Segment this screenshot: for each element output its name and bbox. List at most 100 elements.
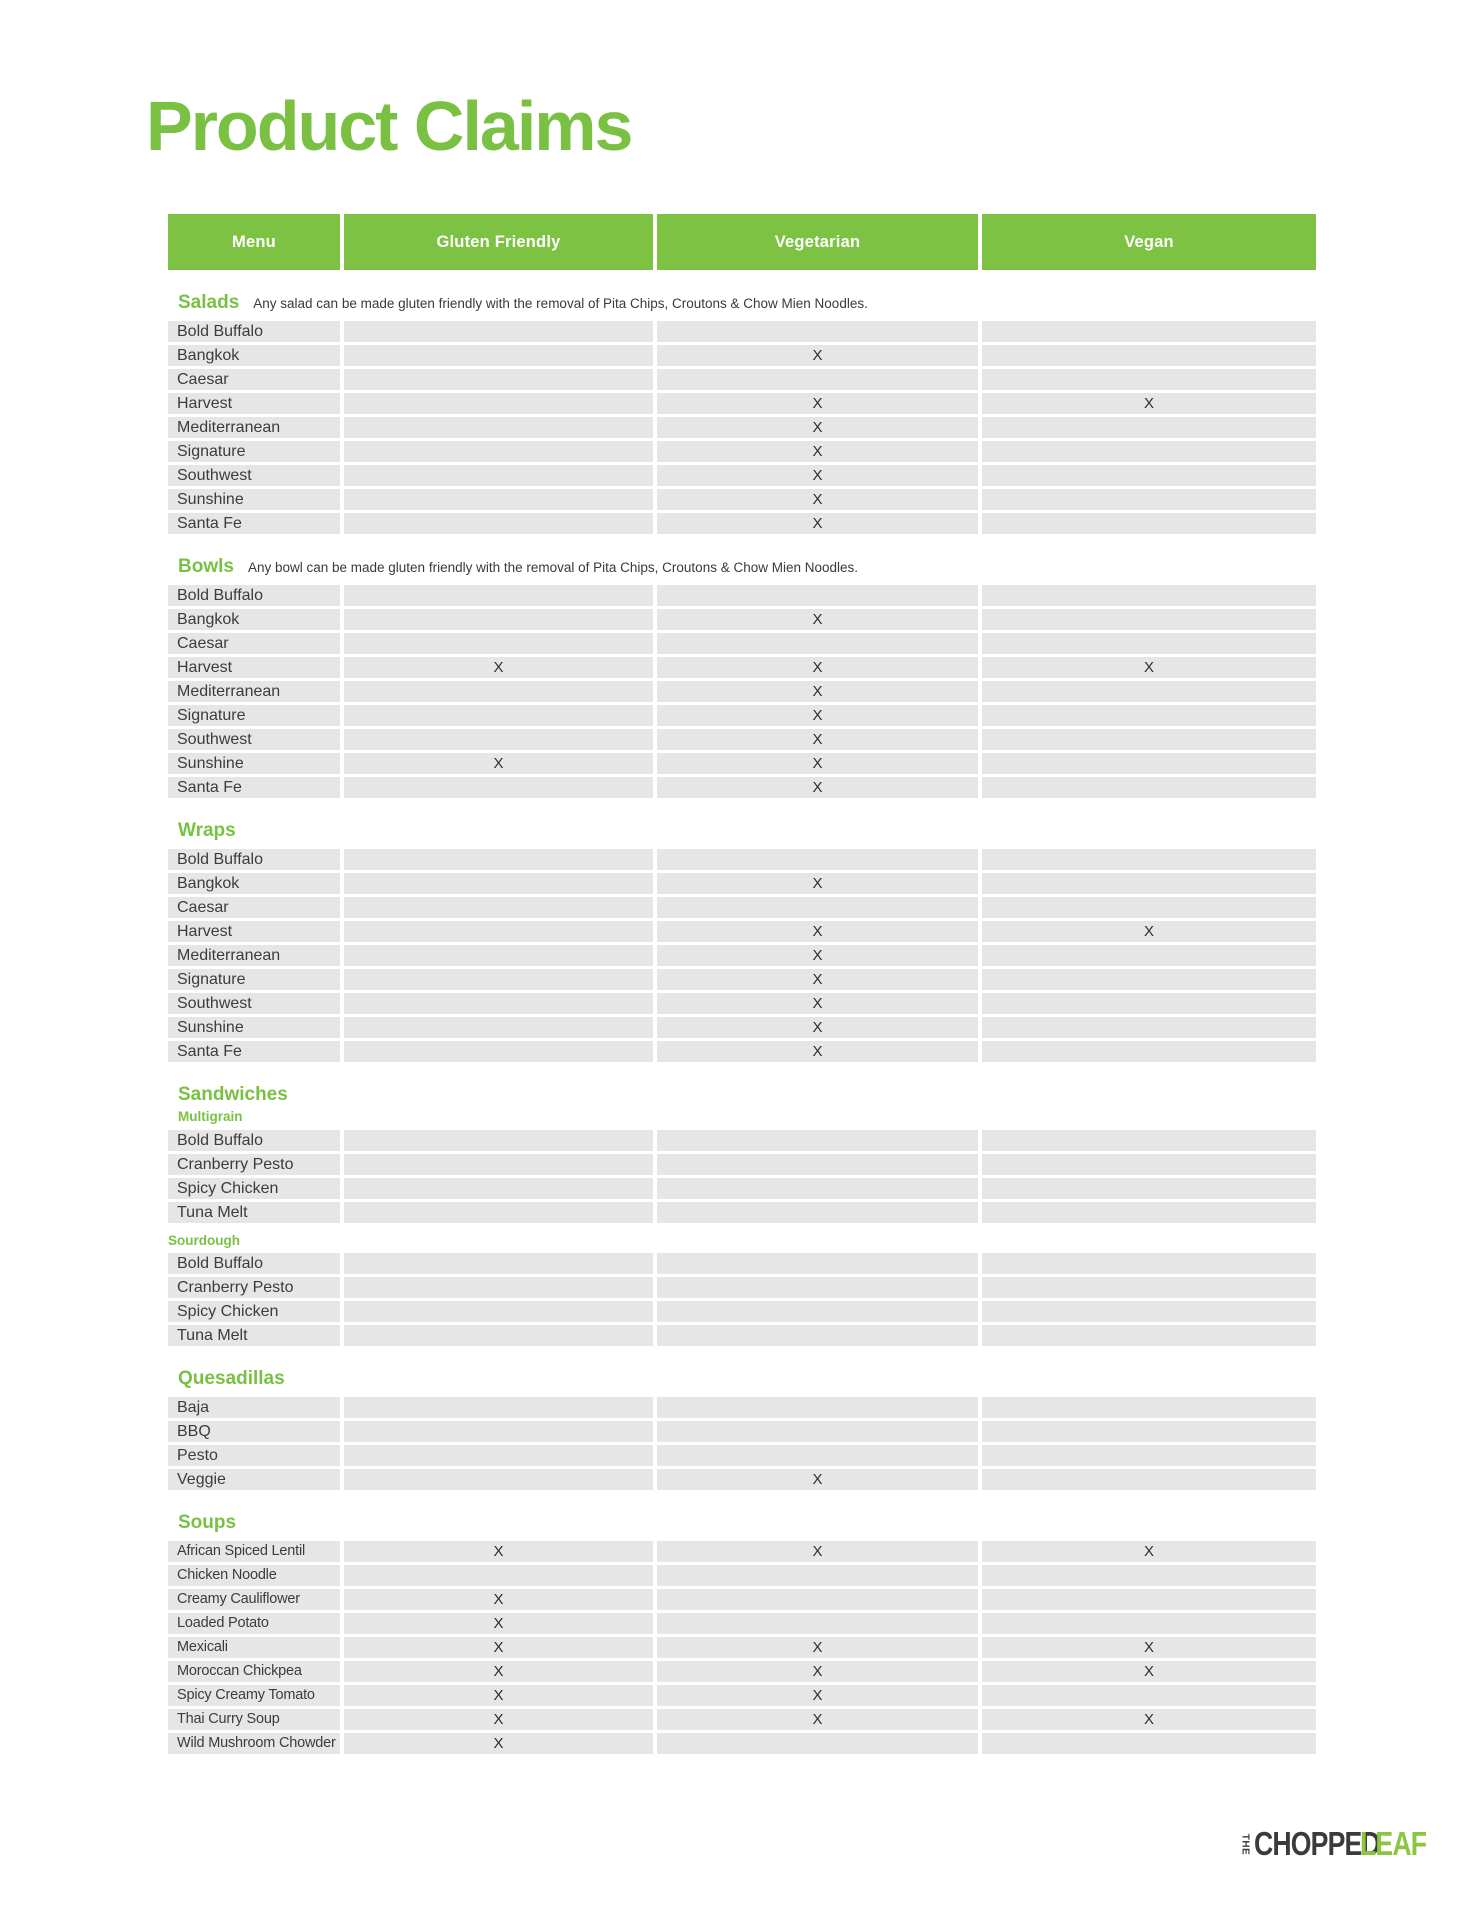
claim-mark-cell: X (657, 1685, 978, 1706)
claim-empty-cell (344, 1445, 653, 1466)
claim-empty-cell (657, 1565, 978, 1586)
page-title: Product Claims (146, 87, 633, 165)
claim-empty-cell (657, 1130, 978, 1151)
claim-empty-cell (982, 1421, 1316, 1442)
menu-item-label: African Spiced Lentil (168, 1541, 340, 1562)
claim-empty-cell (982, 1733, 1316, 1754)
claim-empty-cell (657, 1421, 978, 1442)
claim-empty-cell (982, 633, 1316, 654)
claim-empty-cell (982, 1565, 1316, 1586)
menu-item-label: Baja (168, 1397, 340, 1418)
claim-mark-cell: X (657, 1637, 978, 1658)
claim-mark-cell: X (657, 465, 978, 486)
section-heading: Salads Any salad can be made gluten frien… (168, 293, 1316, 314)
menu-item-label: Signature (168, 969, 340, 990)
claim-empty-cell (657, 1253, 978, 1274)
menu-item-label: Spicy Chicken (168, 1178, 340, 1199)
claim-empty-cell (982, 1041, 1316, 1062)
menu-item-label: Cranberry Pesto (168, 1154, 340, 1175)
table-row: Harvest X X (168, 921, 1316, 942)
claim-mark-cell: X (657, 1661, 978, 1682)
claim-mark-cell: X (657, 1709, 978, 1730)
logo-leaf-text: LEAF (1359, 1824, 1427, 1863)
claim-empty-cell (344, 1041, 653, 1062)
menu-item-label: Caesar (168, 897, 340, 918)
claim-empty-cell (344, 681, 653, 702)
claim-empty-cell (982, 417, 1316, 438)
table-row: Baja (168, 1397, 1316, 1418)
table-row: Caesar (168, 897, 1316, 918)
claim-mark-cell: X (657, 1041, 978, 1062)
table-row: Tuna Melt (168, 1202, 1316, 1223)
menu-item-label: Spicy Chicken (168, 1301, 340, 1322)
table-row: Bangkok X (168, 609, 1316, 630)
table-row: Harvest X X (168, 393, 1316, 414)
claim-empty-cell (982, 1301, 1316, 1322)
claim-empty-cell (982, 1685, 1316, 1706)
claim-empty-cell (344, 633, 653, 654)
menu-item-label: Spicy Creamy Tomato (168, 1685, 340, 1706)
table-row: Southwest X (168, 993, 1316, 1014)
chopped-leaf-logo: THE CHOPPED LEAF (1234, 1824, 1437, 1863)
section-heading: Wraps (168, 821, 1316, 842)
claims-table-body: Salads Any salad can be made gluten frien… (168, 293, 1316, 1754)
claim-empty-cell (344, 969, 653, 990)
claim-empty-cell (657, 585, 978, 606)
menu-item-label: Cranberry Pesto (168, 1277, 340, 1298)
claim-empty-cell (657, 633, 978, 654)
table-row: Bangkok X (168, 873, 1316, 894)
claim-mark-cell: X (344, 1733, 653, 1754)
table-header-row: Menu Gluten Friendly Vegetarian Vegan (168, 214, 1316, 270)
menu-item-label: Sunshine (168, 1017, 340, 1038)
claim-mark-cell: X (657, 921, 978, 942)
claim-empty-cell (982, 1253, 1316, 1274)
claim-mark-cell: X (982, 1709, 1316, 1730)
column-header-vegan: Vegan (982, 214, 1316, 270)
claim-mark-cell: X (657, 969, 978, 990)
column-header-vegetarian: Vegetarian (657, 214, 978, 270)
menu-item-label: Chicken Noodle (168, 1565, 340, 1586)
section-salads: Salads Any salad can be made gluten frien… (168, 293, 1316, 534)
section-title: Quesadillas (178, 1368, 285, 1389)
table-row: Santa Fe X (168, 777, 1316, 798)
claim-empty-cell (344, 489, 653, 510)
table-row: Tuna Melt (168, 1325, 1316, 1346)
table-row: Bold Buffalo (168, 1130, 1316, 1151)
claim-empty-cell (344, 729, 653, 750)
claim-empty-cell (982, 465, 1316, 486)
claim-empty-cell (344, 1178, 653, 1199)
claim-empty-cell (982, 897, 1316, 918)
claim-empty-cell (344, 1469, 653, 1490)
claim-empty-cell (982, 513, 1316, 534)
menu-item-label: Mediterranean (168, 417, 340, 438)
claim-mark-cell: X (982, 657, 1316, 678)
table-row: Spicy Creamy Tomato X X (168, 1685, 1316, 1706)
claim-empty-cell (344, 1277, 653, 1298)
claim-mark-cell: X (344, 1541, 653, 1562)
section-title: Bowls (178, 556, 234, 577)
menu-item-label: Southwest (168, 465, 340, 486)
claim-mark-cell: X (982, 1661, 1316, 1682)
claim-empty-cell (344, 441, 653, 462)
menu-item-label: Signature (168, 441, 340, 462)
menu-item-label: Caesar (168, 633, 340, 654)
claim-empty-cell (344, 945, 653, 966)
claim-mark-cell: X (982, 1637, 1316, 1658)
claim-empty-cell (657, 1301, 978, 1322)
table-row: Creamy Cauliflower X (168, 1589, 1316, 1610)
claim-empty-cell (344, 705, 653, 726)
menu-item-label: Santa Fe (168, 513, 340, 534)
claim-mark-cell: X (657, 441, 978, 462)
claim-mark-cell: X (657, 345, 978, 366)
table-row: Caesar (168, 369, 1316, 390)
claim-empty-cell (982, 873, 1316, 894)
menu-item-label: Santa Fe (168, 1041, 340, 1062)
table-row: Signature X (168, 969, 1316, 990)
claim-empty-cell (982, 1154, 1316, 1175)
table-row: Sunshine X X (168, 753, 1316, 774)
logo-the-text: THE (1239, 1833, 1251, 1855)
section-heading: Quesadillas (168, 1369, 1316, 1390)
section-title: Salads (178, 292, 240, 313)
claim-empty-cell (982, 777, 1316, 798)
menu-item-label: Harvest (168, 393, 340, 414)
